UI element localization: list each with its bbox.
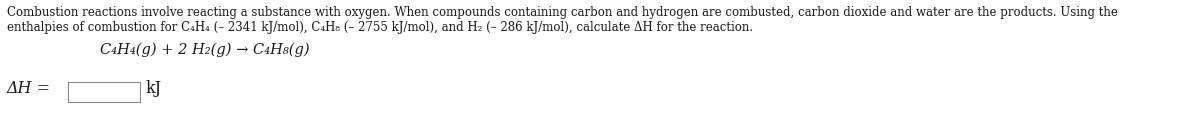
Bar xyxy=(68,82,140,102)
Text: C₄H₄(g) + 2 H₂(g) → C₄H₈(g): C₄H₄(g) + 2 H₂(g) → C₄H₈(g) xyxy=(100,43,310,57)
Text: kJ: kJ xyxy=(145,80,161,97)
Text: enthalpies of combustion for C₄H₄ (– 2341 kJ/mol), C₄H₈ (– 2755 kJ/mol), and H₂ : enthalpies of combustion for C₄H₄ (– 234… xyxy=(7,21,754,34)
Text: Combustion reactions involve reacting a substance with oxygen. When compounds co: Combustion reactions involve reacting a … xyxy=(7,6,1118,19)
Text: ΔH =: ΔH = xyxy=(7,80,50,97)
